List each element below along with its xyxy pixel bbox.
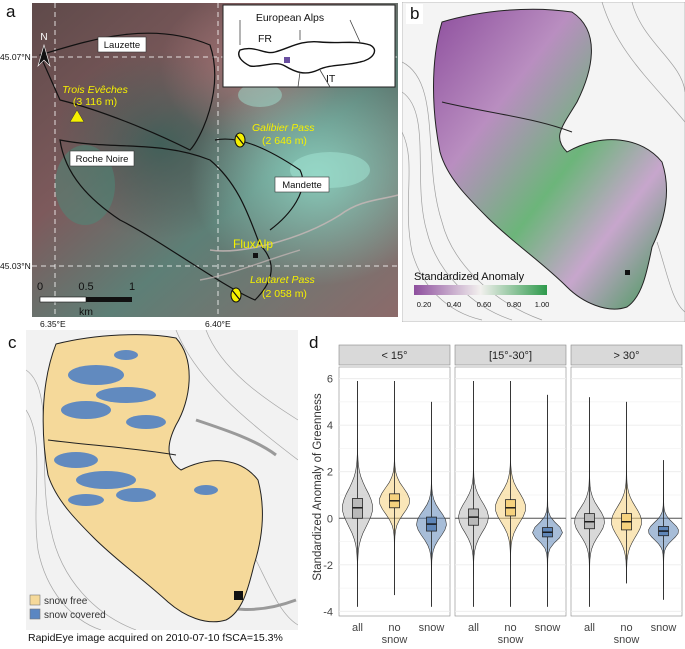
place-lauzette: Lauzette — [104, 40, 140, 51]
y-tick-label: 0 — [327, 513, 333, 525]
facet-label: [15°-30°] — [489, 350, 532, 362]
panel-c-map: snow free snow covered — [25, 329, 299, 631]
legend-title: Standardized Anomaly — [414, 271, 525, 283]
y-axis-label: Standardized Anomaly of Greenness — [312, 393, 324, 581]
fluxalp-label: FluxAlp — [233, 237, 273, 251]
x-tick-label: snow — [535, 622, 561, 634]
x-tick-label: all — [584, 622, 595, 634]
anomaly-legend: Standardized Anomaly 0.20 0.40 0.60 0.80… — [414, 271, 549, 309]
peak-name: Trois Evêches — [62, 84, 128, 96]
panel-c-label: c — [4, 333, 21, 353]
legend-snow-covered: snow covered — [44, 610, 106, 621]
y-tick-label: 4 — [327, 420, 333, 432]
inset-country-it: IT — [326, 73, 336, 85]
y-tick-label: 2 — [327, 467, 333, 479]
chart-d: Standardized Anomaly of Greenness < 15° [… — [312, 344, 683, 646]
place-roche-noire: Roche Noire — [76, 154, 129, 165]
legend-snow-free: snow free — [44, 596, 88, 607]
place-mandette: Mandette — [282, 180, 322, 191]
peak-altitude: (3 116 m) — [73, 96, 117, 108]
north-arrow-icon: N — [37, 32, 51, 68]
lon-label-1: 6.35°E — [40, 319, 66, 329]
panel-c: snow free snow covered — [25, 329, 299, 631]
panel-b: Standardized Anomaly 0.20 0.40 0.60 0.80… — [401, 1, 685, 323]
galibier-altitude: (2 646 m) — [262, 135, 307, 147]
x-tick-label: snow — [614, 634, 640, 646]
galibier-pass-icon — [234, 132, 246, 148]
fluxalp-marker — [253, 253, 258, 258]
x-tick-label: all — [468, 622, 479, 634]
panel-d-label: d — [305, 333, 323, 353]
image-caption: RapidEye image acquired on 2010-07-10 fS… — [28, 632, 283, 644]
legend-tick-0: 0.20 — [417, 300, 432, 309]
snow-legend: snow free snow covered — [29, 594, 106, 621]
x-tick-label: no — [388, 622, 400, 634]
x-tick-label: all — [352, 622, 363, 634]
galibier-name: Galibier Pass — [252, 122, 315, 134]
lon-label-2: 6.40°E — [205, 319, 231, 329]
lautaret-altitude: (2 058 m) — [262, 288, 307, 300]
x-tick-label: snow — [651, 622, 677, 634]
legend-tick-3: 0.80 — [507, 300, 522, 309]
legend-tick-2: 0.60 — [477, 300, 492, 309]
inset-title: European Alps — [256, 12, 324, 24]
panel-a-label: a — [2, 2, 20, 22]
lat-label-1: 45.07°N — [0, 52, 31, 62]
scale-tick-05: 0.5 — [78, 281, 93, 293]
x-tick-label: no — [620, 622, 632, 634]
x-tick-label: snow — [419, 622, 445, 634]
scale-tick-1: 1 — [129, 281, 135, 293]
inset-country-fr: FR — [258, 33, 272, 45]
facet-strip — [338, 344, 451, 366]
facet-label: < 15° — [381, 350, 407, 362]
inset-europe-map: European Alps FR IT — [222, 4, 396, 88]
facet-label: > 30° — [613, 350, 639, 362]
y-tick-label: -2 — [323, 560, 333, 572]
legend-tick-1: 0.40 — [447, 300, 462, 309]
panel-b-map: Standardized Anomaly 0.20 0.40 0.60 0.80… — [401, 1, 685, 323]
lat-label-2: 45.03°N — [0, 261, 31, 271]
scale-tick-0: 0 — [37, 281, 43, 293]
lautaret-pass-icon — [230, 287, 242, 303]
x-tick-label: snow — [382, 634, 408, 646]
scale-bar: 0 0.5 1 km — [37, 281, 135, 318]
north-label: N — [40, 32, 47, 43]
y-tick-label: -4 — [323, 606, 333, 618]
facet-strip — [454, 344, 567, 366]
panel-a: European Alps FR IT N Lauzette Roche Noi… — [0, 0, 400, 330]
scale-unit: km — [79, 306, 93, 318]
y-tick-label: 6 — [327, 374, 333, 386]
fluxalp-marker-c — [234, 591, 243, 600]
panel-b-label: b — [406, 4, 424, 24]
legend-tick-4: 1.00 — [535, 300, 550, 309]
peak-triangle-icon — [69, 109, 85, 123]
fluxalp-marker-b — [625, 270, 630, 275]
panel-a-map: European Alps FR IT N Lauzette Roche Noi… — [0, 3, 399, 329]
x-tick-label: no — [504, 622, 516, 634]
facet-strip — [570, 344, 683, 366]
lautaret-name: Lautaret Pass — [250, 274, 316, 286]
x-tick-label: snow — [498, 634, 524, 646]
